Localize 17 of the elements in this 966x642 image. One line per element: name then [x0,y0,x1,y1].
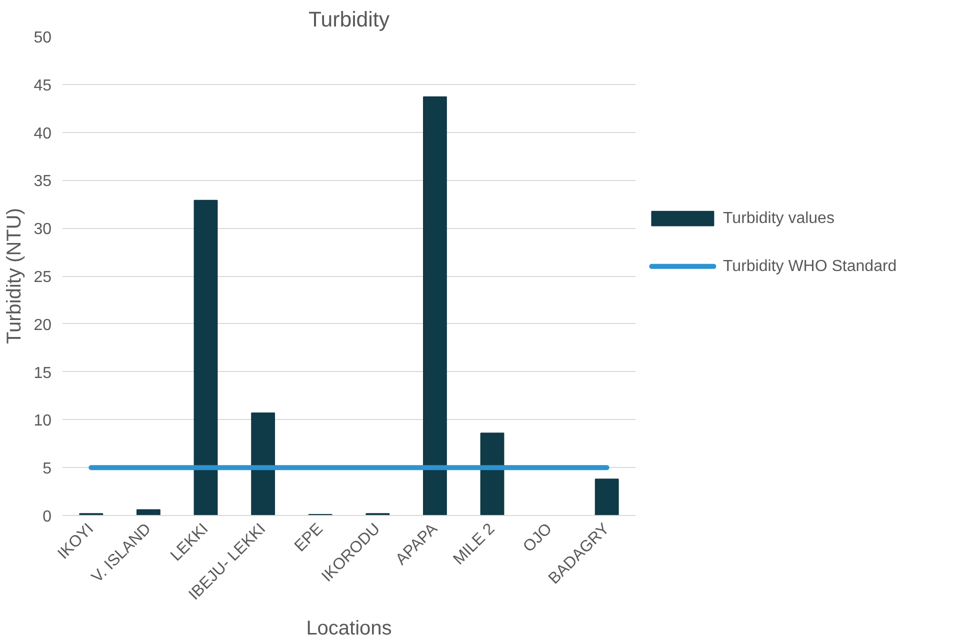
y-tick-label: 5 [42,460,52,478]
legend-label: Turbidity WHO Standard [723,258,897,275]
y-tick-label: 0 [42,508,52,526]
x-axis-title: Locations [306,618,392,640]
y-tick-label: 25 [34,269,52,286]
y-tick-label: 35 [34,173,52,190]
x-tick-label: OJO [520,520,556,556]
y-tick-label: 45 [34,77,52,94]
y-tick-label: 20 [34,316,52,334]
legend-label: Turbidity values [723,210,834,228]
y-tick-label: 40 [34,125,52,142]
y-tick-label: 10 [34,412,52,430]
y-tick-label: 15 [34,364,52,382]
y-axis-title: Turbidity (NTU) [4,208,26,344]
y-tick-label: 30 [34,221,52,238]
y-tick-label: 50 [34,30,52,46]
chart-title: Turbidity [308,8,390,32]
